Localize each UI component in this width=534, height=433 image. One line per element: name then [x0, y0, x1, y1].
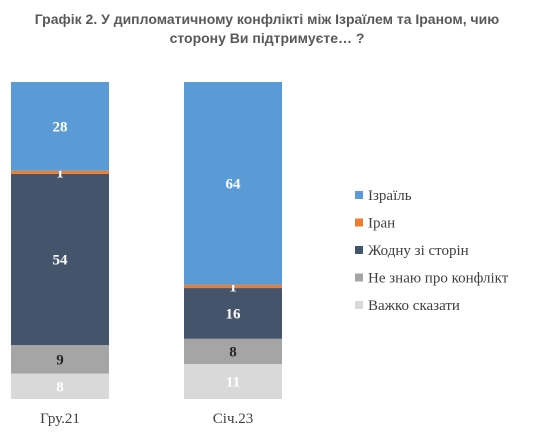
- legend-label: Важко сказати: [368, 298, 460, 314]
- legend-swatch: [355, 218, 363, 227]
- chart-title: Графік 2. У дипломатичному конфлікті між…: [34, 11, 500, 46]
- data-label: 54: [53, 253, 69, 269]
- bar-segment: [184, 364, 282, 399]
- data-label: 28: [53, 119, 68, 135]
- legend-label: Жодну зі сторін: [368, 243, 469, 259]
- bar-segment: [184, 284, 282, 289]
- legend-swatch: [355, 301, 363, 309]
- data-label: 64: [226, 176, 242, 192]
- data-label: 8: [56, 379, 64, 395]
- bar-segment: [184, 338, 282, 365]
- bar-segment: [11, 173, 109, 346]
- data-label: 8: [229, 344, 237, 360]
- data-label: 9: [56, 352, 64, 368]
- bar-segment: [184, 288, 282, 339]
- legend-label: Іран: [368, 216, 395, 232]
- category-label: Січ.23: [213, 411, 253, 427]
- data-label: 1: [56, 165, 64, 181]
- bar-segment: [11, 170, 109, 174]
- bar-segment: [11, 373, 109, 399]
- bar-segment: [11, 82, 109, 171]
- bar-segment: [184, 82, 282, 285]
- category-label: Гру.21: [40, 411, 80, 427]
- legend-swatch: [355, 246, 363, 254]
- legend-swatch: [355, 273, 363, 282]
- legend-swatch: [355, 191, 363, 199]
- legend-label: Ізраїль: [368, 188, 412, 204]
- data-label: 1: [229, 279, 237, 295]
- data-label: 16: [226, 306, 242, 322]
- legend-label: Не знаю про конфлікт: [368, 271, 509, 287]
- data-label: 11: [226, 375, 240, 391]
- bar-segment: [11, 345, 109, 374]
